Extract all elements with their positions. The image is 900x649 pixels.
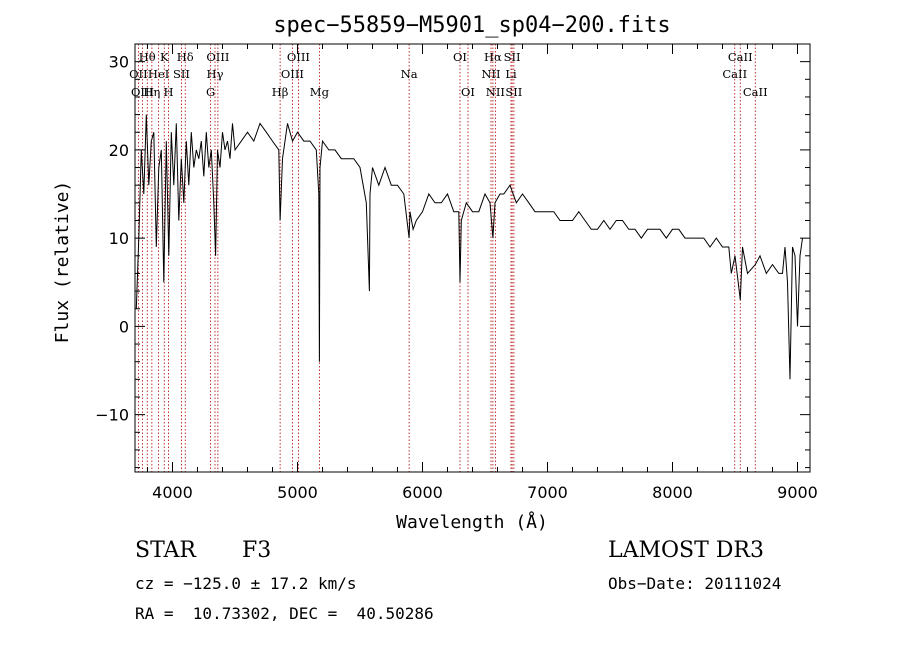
x-tick-label-3: 7000	[527, 483, 568, 502]
line-label-27: CaII	[743, 85, 768, 99]
line-markers	[137, 44, 756, 472]
line-label-25: NII	[486, 85, 505, 99]
line-label-21: G	[206, 85, 215, 99]
obs-date: Obs−Date: 20111024	[608, 574, 782, 593]
ra-dec: RA = 10.73302, DEC = 40.50286	[135, 604, 434, 623]
y-tick-label-2: 10	[109, 229, 129, 248]
survey-name: LAMOST DR3	[608, 538, 764, 563]
line-label-10: HeI	[148, 67, 169, 81]
line-label-17: CaII	[722, 67, 747, 81]
star-subclass: F3	[242, 538, 272, 563]
line-label-6: Hα	[484, 50, 502, 64]
plot-frame	[134, 43, 811, 473]
y-tick-label-1: 0	[119, 317, 129, 336]
line-label-8: CaII	[728, 50, 753, 64]
chart-title: spec−55859−M5901_sp04−200.fits	[273, 13, 670, 38]
y-axis-ticks: −10 0 10 20 30	[95, 43, 810, 469]
line-label-5: OI	[453, 50, 467, 64]
star-type: STAR	[135, 538, 196, 563]
y-tick-label-0: −10	[95, 406, 129, 425]
x-axis-label: Wavelength (Å)	[396, 511, 548, 533]
line-label-23: Mg	[310, 85, 330, 99]
x-tick-label-0: 4000	[152, 483, 193, 502]
y-tick-label-4: 30	[109, 53, 129, 72]
line-label-19: Hη	[143, 85, 160, 99]
line-label-26: SII	[505, 85, 522, 99]
spectrum-series	[135, 114, 803, 380]
x-tick-label-4: 8000	[652, 483, 693, 502]
x-tick-label-1: 5000	[277, 483, 318, 502]
line-label-24: OI	[461, 85, 475, 99]
line-label-16: Li	[505, 67, 517, 81]
y-axis-label: Flux (relative)	[52, 181, 73, 344]
line-label-18: OIII	[131, 85, 154, 99]
line-label-11: SII	[173, 67, 190, 81]
line-label-7: SII	[504, 50, 521, 64]
line-label-2: Hδ	[177, 50, 194, 64]
line-label-12: Hγ	[207, 67, 224, 81]
line-label-1: K	[160, 50, 169, 64]
line-label-0: Hθ	[139, 50, 156, 64]
line-label-13: OIII	[281, 67, 304, 81]
line-label-20: H	[163, 85, 173, 99]
x-tick-label-5: 9000	[777, 483, 818, 502]
line-label-15: NII	[481, 67, 500, 81]
line-label-4: OIII	[287, 50, 310, 64]
line-label-9: OII	[129, 67, 148, 81]
x-tick-label-2: 6000	[402, 483, 443, 502]
line-label-3: OIII	[206, 50, 229, 64]
x-axis-ticks: 4000 5000 6000 7000 8000 9000	[147, 44, 818, 502]
y-tick-label-3: 20	[109, 141, 129, 160]
line-label-14: Na	[401, 67, 418, 81]
line-label-22: Hβ	[272, 85, 289, 99]
spectrum-chart: spec−55859−M5901_sp04−200.fits Hθ K Hδ OIII…	[52, 13, 818, 533]
redshift-cz: cz = −125.0 ± 17.2 km/s	[135, 574, 357, 593]
